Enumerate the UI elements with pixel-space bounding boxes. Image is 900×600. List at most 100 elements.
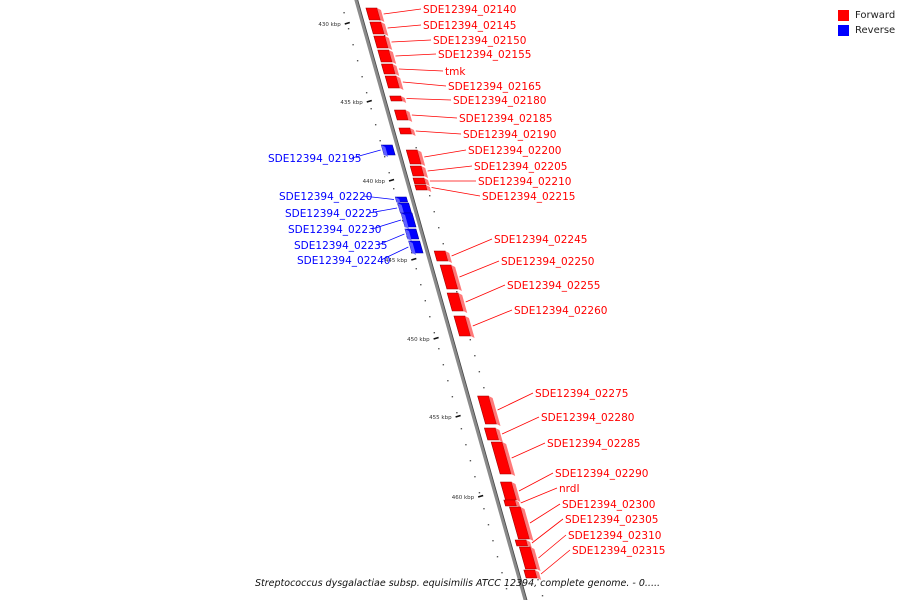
major-tick bbox=[388, 178, 395, 182]
gene-features bbox=[365, 7, 542, 580]
map-caption: Streptococcus dysgalactiae subsp. equisi… bbox=[255, 578, 661, 589]
gene-feature-shade bbox=[425, 185, 432, 192]
gene-feature-shade bbox=[400, 96, 407, 103]
gene-leader-line bbox=[402, 81, 447, 87]
major-ticks: 430 kbp 435 kbp 440 kbp 445 kbp 450 kbp 455 k… bbox=[318, 21, 484, 501]
minor-tick-dot bbox=[433, 211, 435, 213]
gene-leader-line bbox=[371, 219, 402, 230]
tick-label: 435 kbp bbox=[340, 100, 363, 106]
minor-tick-dot bbox=[469, 339, 472, 341]
major-tick bbox=[433, 336, 439, 340]
gene-label[interactable]: SDE12394_02205 bbox=[474, 161, 567, 173]
gene-feature-shade bbox=[534, 570, 542, 580]
gene-label[interactable]: SDE12394_02155 bbox=[438, 49, 531, 61]
gene-label[interactable]: SDE12394_02195 bbox=[268, 153, 361, 165]
tick-label: 450 kbp bbox=[407, 337, 430, 343]
gene-leader-line bbox=[362, 195, 395, 200]
minor-tick-dot bbox=[478, 492, 481, 494]
minor-tick-dot bbox=[370, 108, 372, 110]
minor-tick-dot bbox=[541, 595, 544, 597]
gene-label[interactable]: SDE12394_02220 bbox=[279, 191, 372, 203]
gene-label[interactable]: SDE12394_02300 bbox=[562, 499, 655, 511]
minor-tick-dot bbox=[347, 28, 350, 30]
gene-label[interactable]: SDE12394_02235 bbox=[294, 240, 387, 252]
gene-feature-shade bbox=[408, 241, 417, 255]
minor-tick-dot bbox=[456, 291, 458, 293]
minor-tick-dot bbox=[496, 556, 499, 558]
gene-label[interactable]: SDE12394_02305 bbox=[565, 514, 658, 526]
gene-feature-shade bbox=[404, 229, 412, 241]
gene-label[interactable]: SDE12394_02260 bbox=[514, 305, 607, 317]
gene-leader-line bbox=[459, 260, 500, 278]
gene-leader-line bbox=[387, 24, 422, 29]
gene-label[interactable]: SDE12394_02225 bbox=[285, 208, 378, 220]
gene-leader-line bbox=[518, 472, 554, 492]
gene-label[interactable]: SDE12394_02310 bbox=[568, 530, 661, 542]
gene-feature-shade bbox=[530, 547, 541, 571]
major-tick bbox=[366, 99, 372, 103]
gene-leader-line bbox=[377, 233, 405, 246]
gene-label[interactable]: SDE12394_02245 bbox=[494, 234, 587, 246]
major-tick bbox=[344, 21, 350, 25]
gene-label[interactable]: SDE12394_02190 bbox=[463, 129, 556, 141]
minor-tick-dot bbox=[388, 172, 390, 174]
minor-tick-dot bbox=[352, 44, 354, 46]
gene-label[interactable]: SDE12394_02215 bbox=[482, 191, 575, 203]
major-tick bbox=[455, 414, 461, 418]
minor-tick-dot bbox=[433, 332, 436, 334]
gene-label[interactable]: nrdI bbox=[559, 483, 580, 495]
minor-tick-dot bbox=[356, 60, 359, 62]
minor-tick-dot bbox=[451, 396, 454, 398]
gene-feature-shade bbox=[502, 442, 516, 476]
gene-label[interactable]: SDE12394_02150 bbox=[433, 35, 526, 47]
gene-label[interactable]: SDE12394_02185 bbox=[459, 113, 552, 125]
gene-feature-shade bbox=[514, 500, 521, 508]
legend: Forward Reverse bbox=[838, 8, 895, 38]
gene-label[interactable]: SDE12394_02315 bbox=[572, 545, 665, 557]
minor-tick-dot bbox=[469, 460, 472, 462]
gene-label[interactable]: SDE12394_02280 bbox=[541, 412, 634, 424]
gene-label[interactable]: SDE12394_02240 bbox=[297, 255, 390, 267]
minor-tick-dot bbox=[393, 188, 395, 190]
gene-label[interactable]: SDE12394_02275 bbox=[535, 388, 628, 400]
gene-labels: SDE12394_02140 SDE12394_02145 SDE12394_021… bbox=[268, 4, 665, 557]
minor-tick-dot bbox=[460, 428, 463, 430]
gene-label[interactable]: SDE12394_02140 bbox=[423, 4, 516, 16]
gene-feature bbox=[398, 127, 413, 135]
gene-label[interactable]: SDE12394_02180 bbox=[453, 95, 546, 107]
gene-leader-line bbox=[520, 487, 558, 504]
backbone-edge bbox=[357, 0, 528, 600]
gene-feature bbox=[523, 569, 538, 579]
minor-tick-dot bbox=[383, 156, 386, 158]
gene-label[interactable]: SDE12394_02255 bbox=[507, 280, 600, 292]
gene-label[interactable]: SDE12394_02165 bbox=[448, 81, 541, 93]
gene-label[interactable]: tmk bbox=[445, 66, 466, 78]
minor-tick-dot bbox=[402, 220, 404, 222]
gene-label[interactable]: SDE12394_02230 bbox=[288, 224, 381, 236]
major-tick bbox=[477, 494, 484, 498]
legend-item-forward: Forward bbox=[838, 8, 895, 23]
gene-feature bbox=[503, 499, 517, 507]
gene-leader-line bbox=[431, 187, 481, 197]
gene-label[interactable]: SDE12394_02290 bbox=[555, 468, 648, 480]
minor-tick-dot bbox=[429, 195, 431, 197]
legend-forward-label: Forward bbox=[855, 10, 896, 21]
minor-tick-dot bbox=[487, 524, 490, 526]
gene-feature-shade bbox=[520, 507, 534, 541]
gene-leader-line bbox=[497, 392, 534, 411]
gene-leader-line bbox=[391, 39, 432, 43]
gene-leader-line bbox=[380, 246, 409, 261]
minor-tick-dot bbox=[365, 92, 368, 94]
gene-leader-line bbox=[406, 98, 452, 101]
minor-tick-dot bbox=[537, 579, 539, 581]
gene-label[interactable]: SDE12394_02145 bbox=[423, 20, 516, 32]
gene-label[interactable]: SDE12394_02285 bbox=[547, 438, 640, 450]
minor-tick-dot bbox=[505, 588, 508, 590]
gene-leader-line bbox=[465, 284, 506, 303]
gene-leader-line bbox=[529, 503, 561, 524]
gene-label[interactable]: SDE12394_02200 bbox=[468, 145, 561, 157]
gene-feature-shade bbox=[417, 150, 426, 166]
gene-feature bbox=[414, 184, 428, 191]
gene-label[interactable]: SDE12394_02250 bbox=[501, 256, 594, 268]
gene-label[interactable]: SDE12394_02210 bbox=[478, 176, 571, 188]
